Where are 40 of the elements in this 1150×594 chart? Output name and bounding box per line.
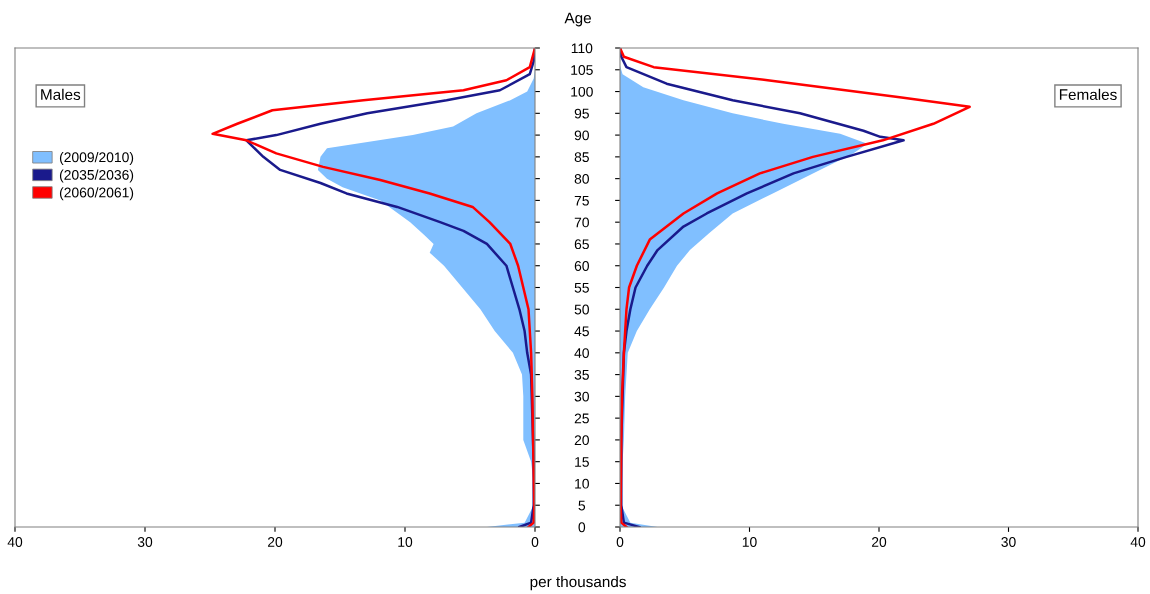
y-tick-label: 10 — [575, 478, 589, 489]
y-tick-label: 80 — [574, 173, 589, 184]
x-tick-label: 0 — [616, 537, 624, 547]
y-tick-label: 45 — [574, 326, 589, 337]
y-tick-label: 55 — [574, 282, 589, 293]
y-tick-label: 60 — [574, 261, 589, 271]
x-tick-label: 30 — [137, 537, 153, 547]
y-tick-label: 50 — [574, 304, 589, 315]
y-tick-label: 15 — [575, 457, 589, 467]
x-tick-label: 20 — [267, 537, 283, 547]
y-tick-label: 75 — [574, 195, 589, 206]
y-axis-title: Age — [564, 12, 591, 27]
legend-label: (2035/2036) — [59, 169, 134, 183]
y-tick-label: 110 — [571, 43, 593, 54]
y-tick-label: 65 — [574, 239, 589, 250]
y-tick-label: 25 — [574, 413, 589, 424]
y-tick-label: 85 — [574, 152, 589, 163]
y-tick-label: 30 — [574, 391, 589, 402]
x-tick-label: 40 — [7, 537, 23, 547]
text: Females — [1059, 88, 1117, 100]
y-tick-label: 100 — [571, 86, 593, 97]
x-tick-label: 20 — [871, 537, 887, 547]
y-tick-label: 95 — [574, 108, 589, 119]
y-tick-label: 5 — [578, 500, 586, 511]
x-tick-label: 10 — [398, 537, 413, 547]
y-tick-label: 90 — [574, 130, 589, 141]
y-tick-label: 40 — [574, 348, 589, 358]
y-tick-label: 0 — [578, 522, 586, 533]
x-tick-label: 0 — [531, 537, 539, 547]
legend-label: (2060/2061) — [59, 187, 134, 201]
y-tick-label: 20 — [574, 435, 589, 446]
x-tick-label: 30 — [1001, 537, 1016, 547]
legend-label: (2009/2010) — [59, 152, 134, 165]
y-tick-label: 70 — [574, 217, 589, 228]
x-tick-label: 10 — [742, 537, 757, 547]
y-tick-label: 35 — [574, 369, 589, 380]
x-axis-title: per thousands — [530, 575, 626, 591]
y-tick-label: 105 — [571, 65, 593, 75]
x-tick-label: 40 — [1130, 537, 1146, 547]
text: Males — [41, 88, 81, 100]
